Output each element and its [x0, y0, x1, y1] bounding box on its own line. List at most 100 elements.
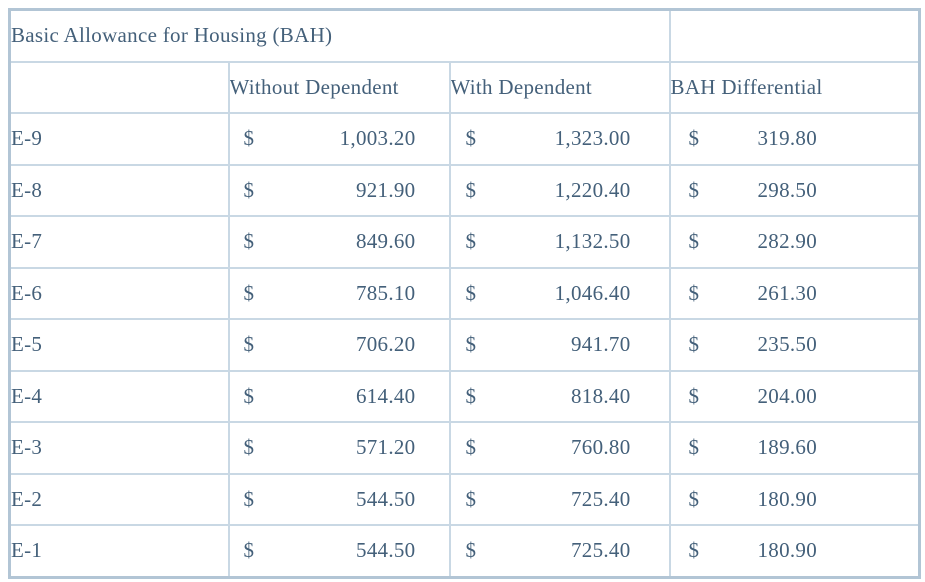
table-row: E-1 $544.50 $725.40 $180.90 — [8, 524, 921, 578]
amount: 1,220.40 — [554, 177, 631, 202]
amount: 818.40 — [570, 383, 631, 408]
dollar-sign: $ — [465, 126, 477, 151]
dollar-sign: $ — [465, 435, 477, 460]
dollar-sign: $ — [688, 435, 700, 460]
grade-cell: E-2 — [8, 472, 230, 526]
dollar-sign: $ — [243, 486, 255, 511]
amount: 725.40 — [570, 486, 631, 511]
header-with-dependent: With Dependent — [448, 60, 671, 114]
table-row: E-3 $571.20 $760.80 $189.60 — [8, 421, 921, 475]
table-row: E-4 $614.40 $818.40 $204.00 — [8, 369, 921, 423]
bah-table: Basic Allowance for Housing (BAH) Withou… — [8, 8, 922, 579]
dollar-sign: $ — [688, 126, 700, 151]
bah-differential-cell: $282.90 — [668, 215, 921, 269]
title-row-empty-cell — [668, 8, 921, 63]
amount: 941.70 — [570, 332, 631, 357]
dollar-sign: $ — [688, 177, 700, 202]
with-dependent-cell: $725.40 — [448, 472, 671, 526]
grade-cell: E-6 — [8, 266, 230, 320]
bah-differential-cell: $180.90 — [668, 472, 921, 526]
header-without-dependent: Without Dependent — [227, 60, 451, 114]
amount: 760.80 — [570, 435, 631, 460]
amount: 298.50 — [757, 177, 818, 202]
grade-cell: E-5 — [8, 318, 230, 372]
dollar-sign: $ — [243, 538, 255, 563]
without-dependent-cell: $1,003.20 — [227, 112, 451, 166]
grade-cell: E-3 — [8, 421, 230, 475]
amount: 571.20 — [355, 435, 416, 460]
table-row: E-7 $849.60 $1,132.50 $282.90 — [8, 215, 921, 269]
amount: 544.50 — [355, 486, 416, 511]
dollar-sign: $ — [243, 332, 255, 357]
amount: 544.50 — [355, 538, 416, 563]
without-dependent-cell: $849.60 — [227, 215, 451, 269]
amount: 785.10 — [355, 280, 416, 305]
title-row: Basic Allowance for Housing (BAH) — [8, 8, 921, 63]
with-dependent-cell: $1,220.40 — [448, 163, 671, 217]
amount: 261.30 — [757, 280, 818, 305]
grade-cell: E-4 — [8, 369, 230, 423]
with-dependent-cell: $818.40 — [448, 369, 671, 423]
dollar-sign: $ — [243, 383, 255, 408]
with-dependent-cell: $725.40 — [448, 524, 671, 578]
amount: 614.40 — [355, 383, 416, 408]
dollar-sign: $ — [688, 229, 700, 254]
grade-cell: E-7 — [8, 215, 230, 269]
amount: 1,046.40 — [554, 280, 631, 305]
grade-cell: E-9 — [8, 112, 230, 166]
without-dependent-cell: $544.50 — [227, 472, 451, 526]
without-dependent-cell: $571.20 — [227, 421, 451, 475]
bah-differential-cell: $189.60 — [668, 421, 921, 475]
amount: 180.90 — [757, 538, 818, 563]
header-grade-empty-cell — [8, 60, 230, 114]
dollar-sign: $ — [465, 177, 477, 202]
dollar-sign: $ — [688, 486, 700, 511]
table-row: E-5 $706.20 $941.70 $235.50 — [8, 318, 921, 372]
bah-differential-cell: $204.00 — [668, 369, 921, 423]
bah-differential-cell: $180.90 — [668, 524, 921, 578]
amount: 849.60 — [355, 229, 416, 254]
table-row: E-8 $921.90 $1,220.40 $298.50 — [8, 163, 921, 217]
amount: 1,323.00 — [554, 126, 631, 151]
bah-differential-cell: $261.30 — [668, 266, 921, 320]
amount: 921.90 — [355, 177, 416, 202]
without-dependent-cell: $544.50 — [227, 524, 451, 578]
grade-cell: E-1 — [8, 524, 230, 578]
dollar-sign: $ — [688, 538, 700, 563]
table-row: E-9 $1,003.20 $1,323.00 $319.80 — [8, 112, 921, 166]
without-dependent-cell: $614.40 — [227, 369, 451, 423]
dollar-sign: $ — [243, 280, 255, 305]
dollar-sign: $ — [465, 280, 477, 305]
dollar-sign: $ — [243, 126, 255, 151]
bah-rate-table: Basic Allowance for Housing (BAH) Withou… — [8, 8, 922, 579]
dollar-sign: $ — [465, 383, 477, 408]
without-dependent-cell: $706.20 — [227, 318, 451, 372]
bah-differential-cell: $235.50 — [668, 318, 921, 372]
bah-differential-cell: $298.50 — [668, 163, 921, 217]
header-bah-differential: BAH Differential — [668, 60, 921, 114]
dollar-sign: $ — [243, 177, 255, 202]
amount: 319.80 — [757, 126, 818, 151]
amount: 180.90 — [757, 486, 818, 511]
dollar-sign: $ — [465, 332, 477, 357]
dollar-sign: $ — [465, 538, 477, 563]
amount: 189.60 — [757, 435, 818, 460]
amount: 282.90 — [757, 229, 818, 254]
header-row: Without Dependent With Dependent BAH Dif… — [8, 60, 921, 114]
amount: 1,003.20 — [339, 126, 416, 151]
with-dependent-cell: $760.80 — [448, 421, 671, 475]
dollar-sign: $ — [243, 435, 255, 460]
with-dependent-cell: $1,323.00 — [448, 112, 671, 166]
table-title: Basic Allowance for Housing (BAH) — [8, 8, 671, 63]
with-dependent-cell: $1,046.40 — [448, 266, 671, 320]
amount: 235.50 — [757, 332, 818, 357]
dollar-sign: $ — [688, 383, 700, 408]
dollar-sign: $ — [688, 280, 700, 305]
without-dependent-cell: $921.90 — [227, 163, 451, 217]
with-dependent-cell: $941.70 — [448, 318, 671, 372]
without-dependent-cell: $785.10 — [227, 266, 451, 320]
dollar-sign: $ — [243, 229, 255, 254]
grade-cell: E-8 — [8, 163, 230, 217]
bah-differential-cell: $319.80 — [668, 112, 921, 166]
dollar-sign: $ — [465, 229, 477, 254]
